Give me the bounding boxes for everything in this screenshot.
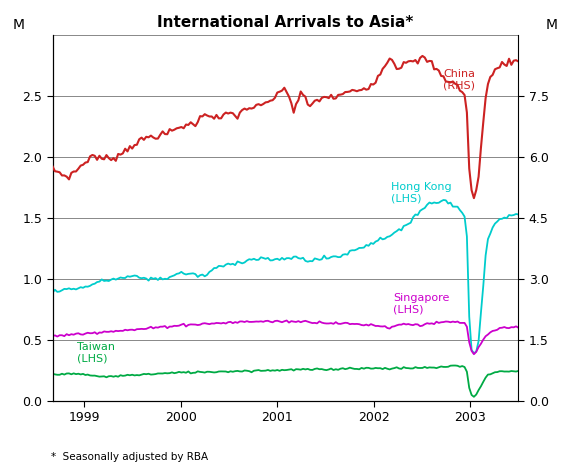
Title: International Arrivals to Asia*: International Arrivals to Asia* xyxy=(158,15,413,30)
Text: M: M xyxy=(546,18,558,32)
Text: China
(RHS): China (RHS) xyxy=(443,69,475,90)
Text: *  Seasonally adjusted by RBA: * Seasonally adjusted by RBA xyxy=(51,453,208,462)
Text: M: M xyxy=(13,18,25,32)
Text: Hong Kong
(LHS): Hong Kong (LHS) xyxy=(391,182,452,203)
Text: Singapore
(LHS): Singapore (LHS) xyxy=(393,292,449,314)
Text: Taiwan
(LHS): Taiwan (LHS) xyxy=(77,342,115,363)
